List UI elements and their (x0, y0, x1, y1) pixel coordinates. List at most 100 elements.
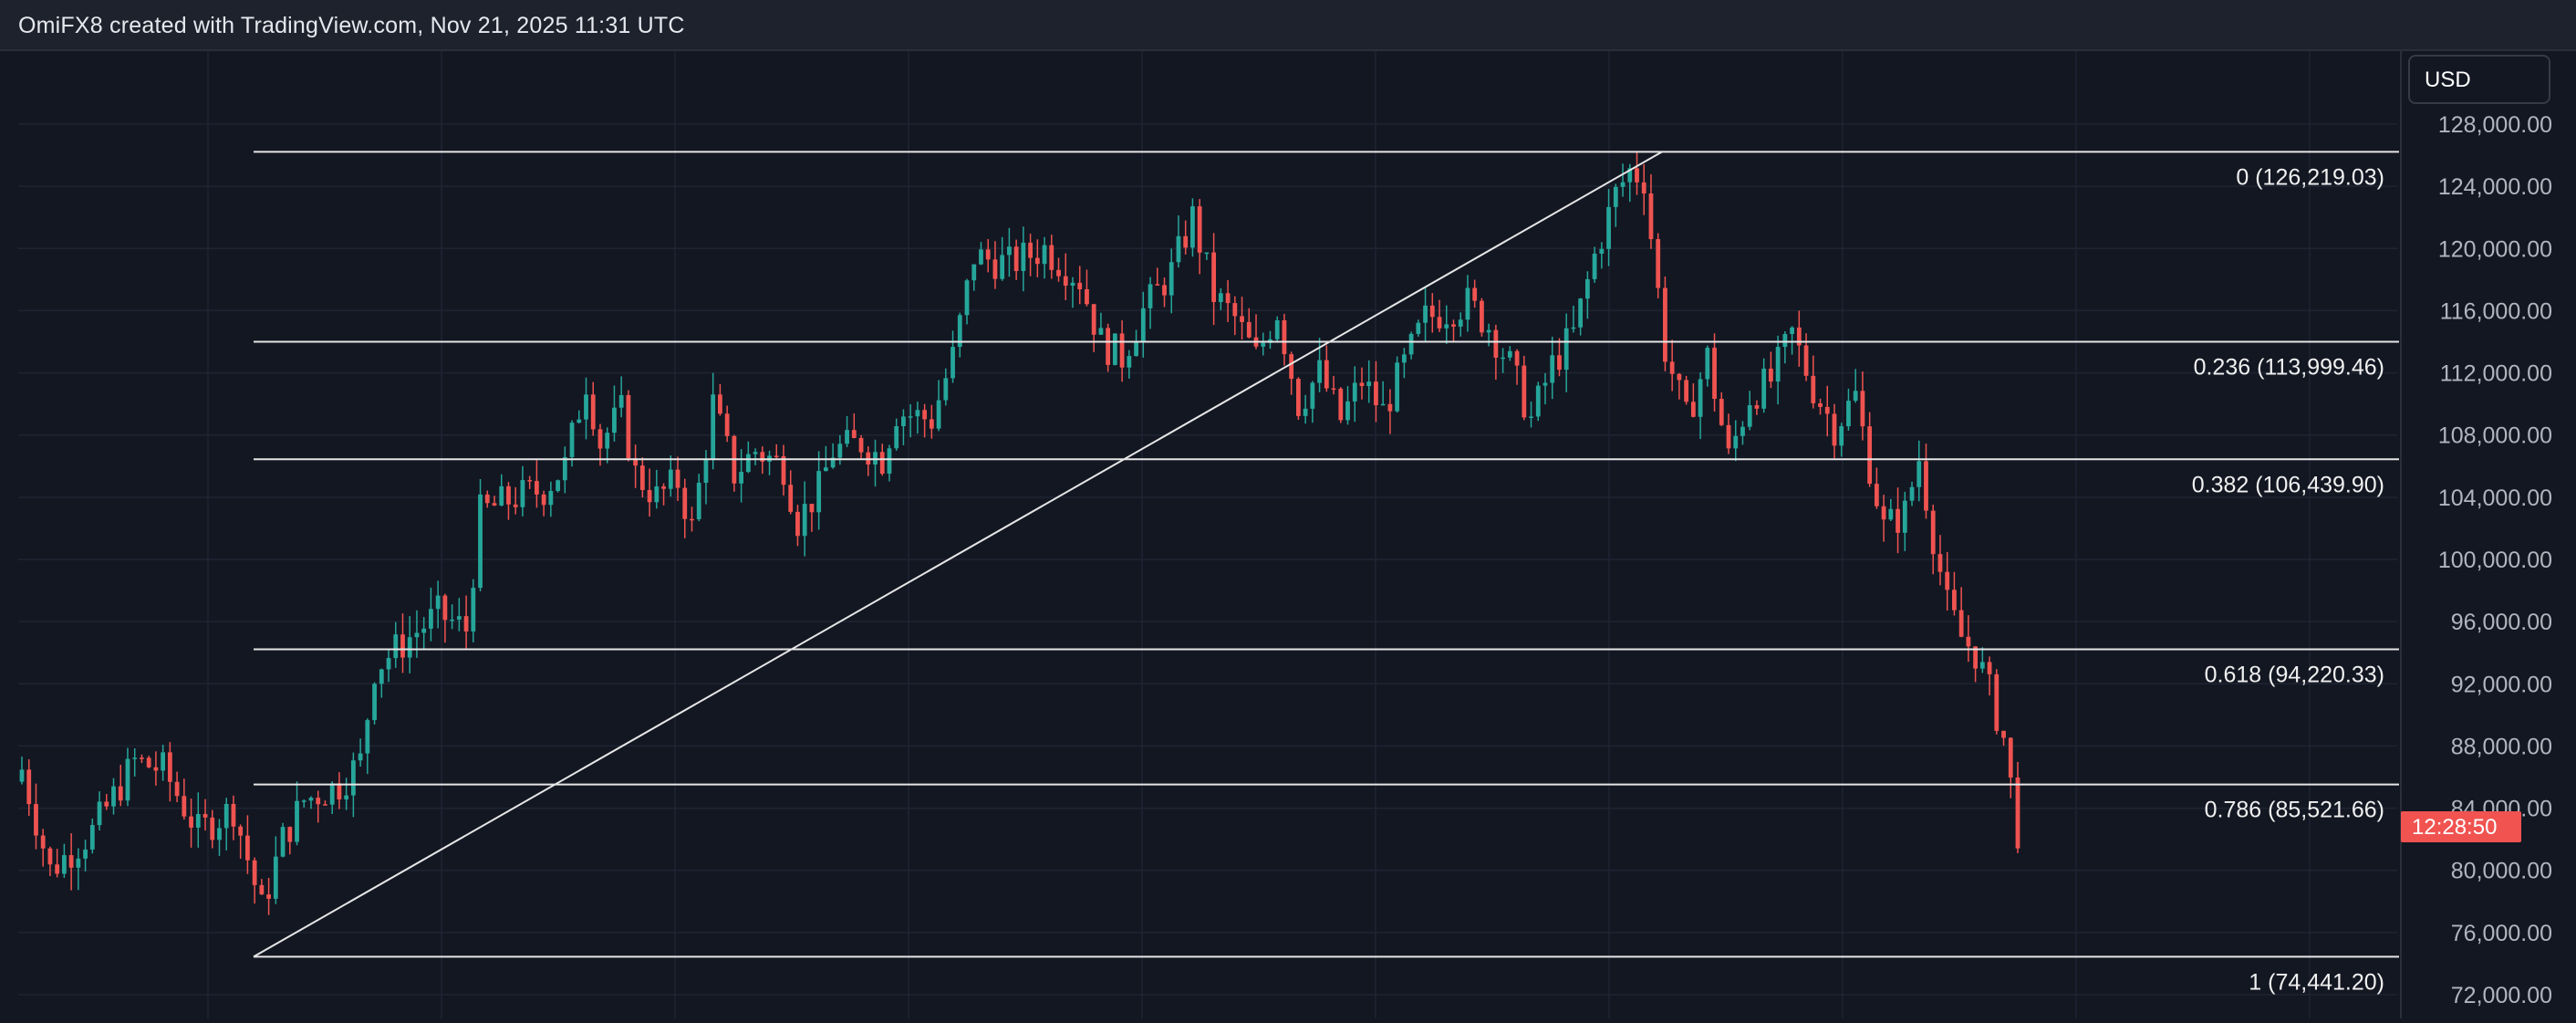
price-axis-tick-label: 108,000.00 (2438, 423, 2552, 449)
candle-body (463, 616, 469, 632)
price-chart[interactable]: 72,000.0076,000.0080,000.0084,000.0088,0… (0, 51, 2576, 1018)
candle-body (1775, 347, 1781, 382)
candle-body (1790, 327, 1794, 335)
candle-body (238, 826, 244, 836)
candle-body (329, 783, 335, 805)
candle-body (407, 637, 412, 658)
candle-body (1042, 245, 1047, 265)
candle-body (393, 634, 399, 659)
candle-body (1902, 500, 1907, 533)
candle-body (429, 609, 433, 629)
candle-body (1987, 662, 1992, 674)
candle-body (1451, 324, 1456, 327)
candle-body (760, 452, 765, 462)
candle-body (1106, 328, 1111, 365)
candle-body (259, 884, 265, 895)
candle-body (597, 429, 603, 449)
candle-body (1740, 426, 1745, 436)
fib-level-label: 0.786 (85,521.66) (2205, 798, 2384, 823)
currency-selector[interactable]: USD (2408, 55, 2550, 104)
candle-body (301, 800, 306, 802)
price-axis-tick-label: 116,000.00 (2440, 298, 2552, 324)
candle-body (61, 855, 67, 874)
candle-body (203, 813, 208, 818)
candle-body (1641, 182, 1646, 194)
candle-body (273, 856, 278, 899)
candle-body (569, 423, 575, 457)
candle-body (1197, 206, 1202, 253)
chart-area[interactable]: 72,000.00 76,000.00 80,000.00 84,000.00 88,0… (0, 51, 2576, 1018)
candle-body (626, 394, 631, 459)
candle-body (639, 465, 645, 490)
candle-body (858, 437, 864, 453)
candle-body (1429, 305, 1435, 318)
fib-level-label: 0.236 (113,999.46) (2194, 355, 2384, 381)
fib-level-label: 1 (74,441.20) (2249, 969, 2384, 995)
candle-body (1930, 510, 1936, 555)
candle-body (1979, 662, 1985, 669)
candle-body (1317, 360, 1322, 383)
candle-body (1501, 357, 1506, 360)
candle-body (68, 855, 74, 868)
candle-body (217, 828, 222, 840)
candle-body (1261, 342, 1266, 347)
candle-body (1112, 333, 1117, 365)
candle-body (682, 487, 688, 519)
candle-body (520, 480, 525, 507)
candle-body (1874, 484, 1879, 506)
candle-body (957, 315, 962, 348)
candle-body (675, 469, 680, 488)
candle-body (19, 769, 25, 782)
candle-body (1712, 348, 1717, 400)
candle-body (1380, 403, 1386, 406)
candle-body (287, 827, 293, 842)
candle-body (971, 264, 977, 281)
candle-body (1416, 322, 1421, 334)
candle-body (1295, 379, 1301, 416)
candle-body (774, 455, 779, 457)
candle-body (308, 798, 314, 801)
candle-body (1782, 334, 1788, 348)
candle-body (1190, 206, 1195, 248)
candle-body (1127, 356, 1132, 368)
candle-body (1916, 461, 1922, 487)
candle-body (478, 494, 483, 589)
fib-level-label: 0.382 (106,439.90) (2192, 472, 2384, 497)
candle-body (89, 825, 95, 850)
candle-body (83, 849, 88, 859)
candle-body (873, 452, 878, 465)
candle-body (1162, 285, 1167, 296)
candle-body (612, 407, 617, 433)
candle-body (1888, 508, 1894, 520)
candle-body (1119, 333, 1125, 368)
candle-body (696, 482, 701, 519)
candle-body (1246, 321, 1252, 338)
candle-body (1557, 355, 1562, 371)
candle-body (1796, 327, 1802, 346)
chart-attribution: OmiFX8 created with TradingView.com, Nov… (18, 13, 685, 38)
candle-body (1592, 253, 1597, 279)
candle-body (753, 452, 758, 454)
candle-body (1049, 245, 1054, 270)
candle-body (97, 801, 102, 826)
candle-body (556, 480, 560, 492)
candle-body (1599, 248, 1605, 254)
candle-body (1028, 242, 1033, 258)
chart-header: OmiFX8 created with TradingView.com, Nov… (0, 0, 2576, 51)
candle-body (1535, 385, 1541, 417)
candle-body (929, 419, 934, 429)
candle-body (1803, 345, 1809, 376)
candle-body (1063, 276, 1068, 287)
candle-body (1958, 610, 1964, 637)
candle-body (1423, 305, 1428, 323)
candle-body (1952, 590, 1957, 611)
candle-body (1240, 316, 1244, 322)
candle-body (1472, 287, 1478, 301)
candle-body (189, 816, 193, 828)
candle-body (1070, 282, 1075, 287)
candle-body (1493, 329, 1499, 358)
candle-body (1387, 403, 1393, 412)
candle-body (1211, 252, 1217, 302)
candle-body (823, 467, 828, 472)
candle-body (576, 419, 582, 423)
